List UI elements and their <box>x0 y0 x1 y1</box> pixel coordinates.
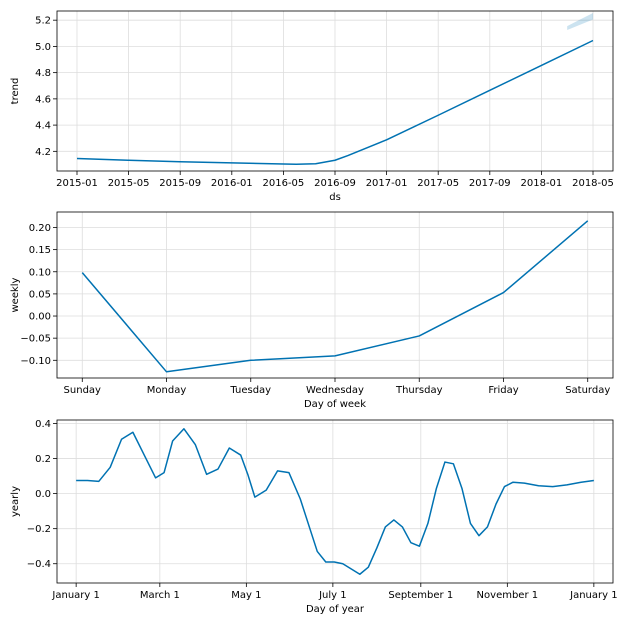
y-tick-label: 0.2 <box>35 454 51 465</box>
y-tick-label: −0.05 <box>20 334 51 345</box>
chart-panel-2: Sunday Monday Tuesday Wednesday Thursday Frid… <box>10 211 614 410</box>
y-tick-label: 0.10 <box>29 267 51 278</box>
y-axis-label: trend <box>10 78 21 105</box>
x-tick-label: Friday <box>488 385 518 396</box>
x-tick-label: 2016-01 <box>211 178 253 189</box>
y-tick-label: 0.05 <box>29 289 51 300</box>
x-tick-label: September 1 <box>388 590 453 601</box>
x-axis-label: ds <box>329 192 341 203</box>
x-tick-label: March 1 <box>140 590 180 601</box>
x-tick-label: 2015-01 <box>56 178 98 189</box>
x-tick-label: November 1 <box>477 590 539 601</box>
y-tick-label: 0.20 <box>29 223 51 234</box>
x-tick-label: 2015-05 <box>108 178 150 189</box>
ticks: Sunday Monday Tuesday Wednesday Thursday Frid… <box>20 223 610 396</box>
x-tick-label: Thursday <box>395 385 443 396</box>
grid-lines <box>57 11 613 171</box>
x-tick-label: May 1 <box>231 590 261 601</box>
x-tick-label: 2017-09 <box>469 178 511 189</box>
plot-frame <box>56 419 614 584</box>
ticks: January 1 March 1 May 1 July 1 September 1 No… <box>27 419 618 601</box>
plot-frame <box>56 211 614 379</box>
x-tick-label: January 1 <box>569 590 617 601</box>
plot-frame <box>56 10 614 172</box>
y-tick-label: 4.6 <box>35 94 51 105</box>
series-line-yearly <box>76 428 594 575</box>
chart-panel-3: January 1 March 1 May 1 July 1 September 1 No… <box>10 419 618 615</box>
x-tick-label: Monday <box>147 385 187 396</box>
y-tick-label: 4.2 <box>35 147 51 158</box>
y-tick-label: 4.4 <box>35 121 51 132</box>
x-tick-label: Wednesday <box>306 385 364 396</box>
x-tick-label: 2017-05 <box>417 178 459 189</box>
x-tick-label: 2015-09 <box>159 178 201 189</box>
x-tick-label: January 1 <box>51 590 99 601</box>
x-tick-label: 2016-05 <box>263 178 305 189</box>
ticks: 2015-01 2015-05 2015-09 2016-01 2016-05 2016-… <box>35 16 614 189</box>
x-tick-label: 2018-05 <box>572 178 614 189</box>
x-axis-label: Day of week <box>304 399 366 410</box>
x-tick-label: 2016-09 <box>314 178 356 189</box>
grid-lines <box>57 420 613 583</box>
uncertainty-band <box>567 12 594 31</box>
y-tick-label: 5.2 <box>35 16 51 27</box>
x-tick-label: 2017-01 <box>366 178 408 189</box>
y-tick-label: 0.0 <box>35 489 51 500</box>
y-tick-label: −0.10 <box>20 356 51 367</box>
y-tick-label: 0.4 <box>35 419 51 430</box>
series-line-trend <box>76 39 594 166</box>
series-line-weekly <box>81 220 589 373</box>
y-tick-label: −0.2 <box>27 524 51 535</box>
grid-lines <box>57 212 613 378</box>
x-tick-label: Tuesday <box>229 385 271 396</box>
x-tick-label: July 1 <box>318 590 347 601</box>
y-tick-label: 0.15 <box>29 245 51 256</box>
x-tick-label: Saturday <box>565 385 610 396</box>
y-axis-label: weekly <box>10 277 21 312</box>
chart-panel-1: 2015-01 2015-05 2015-09 2016-01 2016-05 2016-… <box>10 10 614 203</box>
x-tick-label: 2018-01 <box>521 178 563 189</box>
y-tick-label: 5.0 <box>35 42 51 53</box>
y-tick-label: −0.4 <box>27 559 51 570</box>
y-tick-label: 4.8 <box>35 68 51 79</box>
x-tick-label: Sunday <box>64 385 101 396</box>
y-tick-label: 0.00 <box>29 312 51 323</box>
x-axis-label: Day of year <box>306 604 365 615</box>
y-axis-label: yearly <box>10 486 21 517</box>
